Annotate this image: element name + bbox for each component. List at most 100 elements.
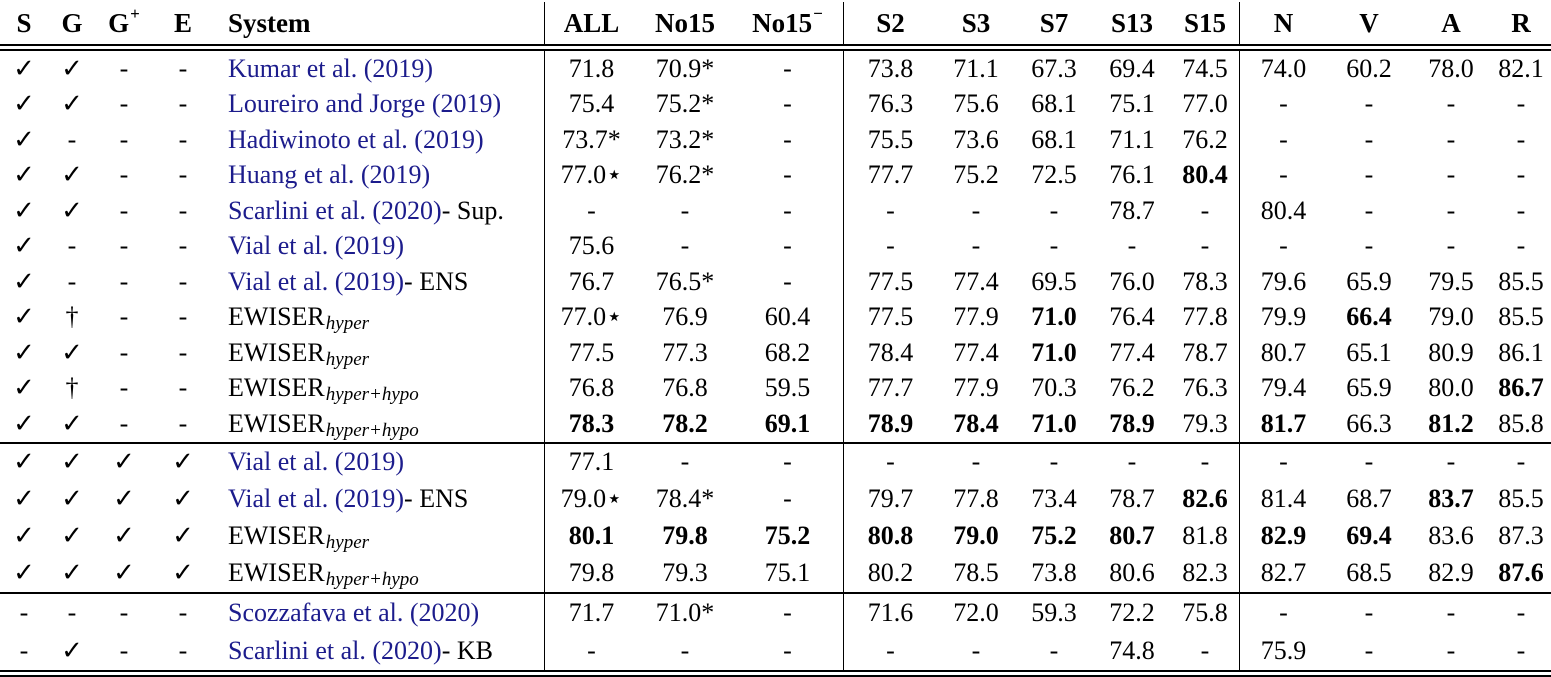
score-value: - <box>1446 124 1456 154</box>
score-value: 77.9 <box>953 373 999 403</box>
score-value: 82.1 <box>1498 53 1544 83</box>
dash-mark: - <box>178 89 188 119</box>
score-value: 75.2* <box>655 89 715 119</box>
citation-link[interactable]: Kumar et al. (2019) <box>228 53 434 83</box>
citation-link[interactable]: Loureiro and Jorge (2019) <box>228 89 502 119</box>
score-value: - <box>1446 195 1456 225</box>
check-mark: ✓ <box>113 447 135 476</box>
header-n: N <box>1239 2 1327 44</box>
score-value: 79.5 <box>1428 266 1474 296</box>
score-value: - <box>783 231 792 261</box>
score-value: 75.9 <box>1239 631 1327 670</box>
check-mark: ✓ <box>13 484 35 513</box>
score-value: 80.1 <box>544 517 638 555</box>
citation-link[interactable]: Vial et al. (2019) <box>228 231 405 261</box>
system-label: EWISER <box>228 521 325 550</box>
score-value: 71.8 <box>544 51 638 87</box>
score-value: 82.9 <box>1239 517 1327 555</box>
score-value: 75.4 <box>544 86 638 122</box>
score-value: 69.1 <box>764 408 811 438</box>
dash-mark: - <box>119 231 129 261</box>
citation-link[interactable]: Scarlini et al. (2020) <box>228 195 442 225</box>
dash-mark: - <box>119 266 129 296</box>
score-value: - <box>971 635 981 665</box>
citation-link[interactable]: Huang et al. (2019) <box>228 160 431 190</box>
score-value: - <box>1446 160 1456 190</box>
score-value: 66.4 <box>1346 302 1392 332</box>
score-value: 65.9 <box>1346 373 1392 403</box>
score-value: - <box>1516 231 1526 261</box>
score-value: 60.2 <box>1346 53 1392 83</box>
score-value: - <box>1239 593 1327 632</box>
header-flag-s: S <box>0 2 48 44</box>
score-value: 80.2 <box>843 554 937 592</box>
score-value: 78.9 <box>1109 408 1155 438</box>
score-value: 82.6 <box>1182 484 1228 513</box>
citation-link[interactable]: Hadiwinoto et al. (2019) <box>228 124 484 154</box>
score-value: 73.6 <box>953 124 999 154</box>
score-value: - <box>680 195 690 225</box>
score-value: 87.6 <box>1498 558 1544 587</box>
system-subscript: hyper <box>325 348 370 370</box>
score-value: 76.2 <box>1109 373 1155 403</box>
system-subscript: hyper+hypo <box>325 384 419 406</box>
score-value: 77.0 <box>1182 89 1228 119</box>
score-value: 68.7 <box>1346 484 1392 513</box>
score-value: - <box>1127 231 1137 261</box>
score-value: - <box>1516 635 1526 665</box>
system-label: EWISER <box>228 558 325 587</box>
section-rule <box>0 591 1551 594</box>
check-mark: ✓ <box>13 160 35 190</box>
check-mark: ✓ <box>113 558 135 587</box>
check-mark: ✓ <box>61 558 83 587</box>
score-value: - <box>1364 597 1374 627</box>
citation-link[interactable]: Vial et al. (2019) <box>228 266 405 296</box>
score-value: 77.0⋆ <box>544 299 638 335</box>
score-value: - <box>1364 635 1374 665</box>
citation-link[interactable]: Vial et al. (2019) <box>228 447 405 476</box>
header-flag-g: G <box>48 2 96 44</box>
header-rule <box>0 44 1551 51</box>
score-value: 75.2 <box>953 160 999 190</box>
score-value: 80.7 <box>1109 521 1155 550</box>
score-value: - <box>783 160 792 190</box>
table-row: ✓ ✓ - - EWISER hyper+hypo 78.3 78.2 69.1 78.9 78.4… <box>0 406 1551 442</box>
dash-mark: - <box>178 373 188 403</box>
table-row: ✓ ✓ - - Kumar et al. (2019) 71.8 70.9* - 73.8 71.… <box>0 51 1551 87</box>
score-value: 72.0 <box>953 597 999 627</box>
check-mark: ✓ <box>13 266 35 296</box>
score-value: 75.2 <box>764 521 811 550</box>
system-name: Vial et al. (2019) <box>214 229 544 265</box>
score-value: - <box>1446 635 1456 665</box>
score-value: 78.4 <box>843 335 937 371</box>
score-value: 83.7 <box>1428 484 1474 513</box>
score-value: 79.6 <box>1239 264 1327 300</box>
system-name: Scarlini et al. (2020) - KB <box>214 632 544 670</box>
citation-link[interactable]: Scarlini et al. (2020) <box>228 635 442 665</box>
score-value: - <box>1446 447 1456 476</box>
citation-link[interactable]: Vial et al. (2019) <box>228 484 405 513</box>
system-name: Huang et al. (2019) <box>214 158 544 194</box>
score-value: 74.8 <box>1109 635 1155 665</box>
score-value: 71.0 <box>1031 337 1077 367</box>
score-value: - <box>1200 635 1210 665</box>
score-value: 79.3 <box>662 558 708 587</box>
dash-mark: - <box>119 53 129 83</box>
score-value: 79.8 <box>662 521 708 550</box>
score-value: 73.4 <box>1031 484 1077 513</box>
score-value: - <box>1049 447 1059 476</box>
check-mark: ✓ <box>13 408 35 438</box>
score-value: 76.5* <box>655 266 715 296</box>
table-row: ✓ ✓ - - EWISER hyper 77.5 77.3 68.2 78.4 77.4 71.0 7… <box>0 335 1551 371</box>
score-value: 85.5 <box>1498 302 1544 332</box>
citation-link[interactable]: Scozzafava et al. (2020) <box>228 597 480 627</box>
table-body: ✓ ✓ - - Kumar et al. (2019) 71.8 70.9* -73.8 71.… <box>0 51 1551 670</box>
score-value: 59.3 <box>1031 597 1077 627</box>
score-value: 76.4 <box>1109 302 1155 332</box>
score-value: - <box>1239 157 1327 193</box>
dash-mark: - <box>178 195 188 225</box>
score-value: - <box>1364 89 1374 119</box>
table-row: ✓ ✓ ✓ ✓ EWISER hyper 80.1 79.8 75.2 80.8 79.0 75.2 8… <box>0 517 1551 555</box>
score-value: 82.3 <box>1182 558 1228 587</box>
